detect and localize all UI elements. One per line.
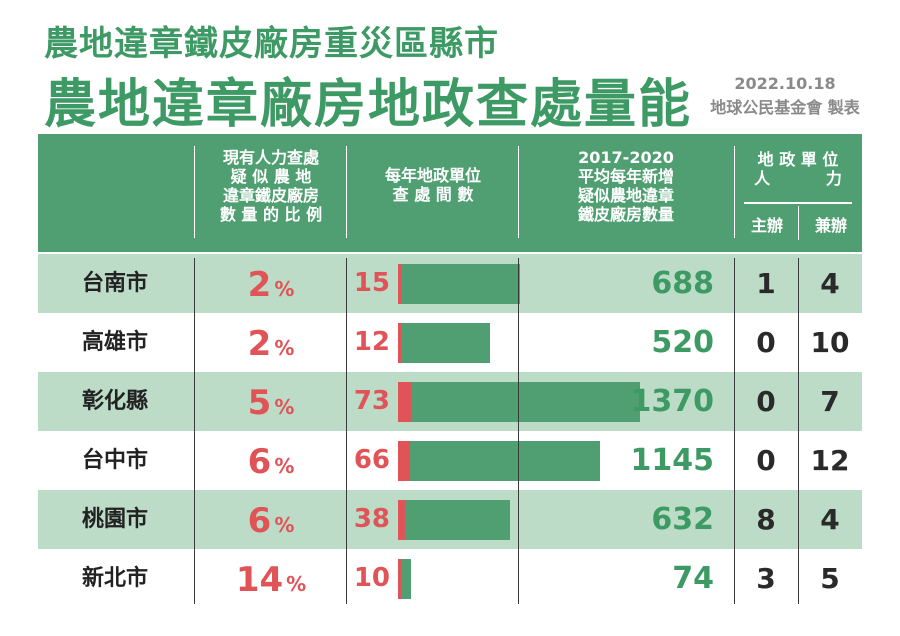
header-column-divider xyxy=(518,146,519,238)
column-divider xyxy=(798,258,799,604)
city-label: 高雄市 xyxy=(81,330,148,355)
ratio-unit: % xyxy=(286,572,307,596)
city-label: 新北市 xyxy=(81,566,148,591)
ratio-value: 5% xyxy=(196,372,346,431)
staff-main-value: 0 xyxy=(756,385,776,418)
inspections-bar xyxy=(398,441,410,481)
factories-bar xyxy=(398,500,510,540)
inspections-value: 15 xyxy=(353,268,390,298)
factories-value: 1370 xyxy=(630,384,715,419)
inspections-value: 73 xyxy=(353,386,390,416)
ratio-value: 2% xyxy=(196,313,346,372)
factories-bar xyxy=(398,264,520,304)
ratio-unit: % xyxy=(274,513,295,537)
table-header xyxy=(38,134,862,252)
staff-sub-value: 12 xyxy=(810,444,850,477)
ratio-number: 6 xyxy=(247,501,272,541)
staff-sub-value: 10 xyxy=(810,326,850,359)
header-column-divider xyxy=(346,146,347,238)
chart-title: 農地違章廠房地政查處量能 xyxy=(44,75,693,135)
factories-value: 74 xyxy=(672,561,714,596)
credit-text: 地球公民基金會 製表 xyxy=(710,98,860,117)
meta-block: 2022.10.18 地球公民基金會 製表 xyxy=(690,72,880,120)
ratio-value: 14% xyxy=(196,549,346,608)
factories-value: 520 xyxy=(651,325,714,360)
ratio-value: 6% xyxy=(196,431,346,490)
ratio-unit: % xyxy=(274,336,295,360)
factories-bar xyxy=(398,559,412,599)
ratio-unit: % xyxy=(274,454,295,478)
header-factories: 2017-2020 平均每年新增 疑似農地違章 鐵皮廠房數量 xyxy=(577,148,674,224)
factories-bar xyxy=(398,441,601,481)
ratio-number: 2 xyxy=(247,324,272,364)
staff-sub-value: 4 xyxy=(820,503,840,536)
factories-value: 688 xyxy=(651,266,714,301)
factories-bar xyxy=(398,323,490,363)
column-divider xyxy=(194,258,195,604)
ratio-number: 14 xyxy=(235,560,284,600)
ratio-value: 2% xyxy=(196,254,346,313)
header-column-divider xyxy=(734,146,735,238)
column-divider xyxy=(346,258,347,604)
header-column-divider xyxy=(194,146,195,238)
inspections-value: 10 xyxy=(353,563,390,593)
factories-value: 632 xyxy=(651,502,714,537)
staff-main-value: 3 xyxy=(756,562,776,595)
ratio-value: 6% xyxy=(196,490,346,549)
publish-date: 2022.10.18 xyxy=(734,74,836,93)
inspections-value: 38 xyxy=(353,504,390,534)
city-label: 台中市 xyxy=(81,448,148,473)
inspections-bar xyxy=(398,500,405,540)
chart-subtitle: 農地違章鐵皮廠房重災區縣市 xyxy=(44,24,499,64)
ratio-unit: % xyxy=(274,277,295,301)
column-divider xyxy=(518,258,519,604)
ratio-number: 6 xyxy=(247,442,272,482)
ratio-number: 5 xyxy=(247,383,272,423)
header-staff-divider xyxy=(744,202,852,204)
city-label: 台南市 xyxy=(81,271,148,296)
header-column-divider xyxy=(798,206,799,240)
staff-sub-value: 7 xyxy=(820,385,840,418)
factories-value: 1145 xyxy=(630,443,715,478)
staff-main-value: 0 xyxy=(756,326,776,359)
header-staff-sub: 兼辦 xyxy=(814,216,847,235)
inspections-value: 66 xyxy=(353,445,390,475)
staff-main-value: 1 xyxy=(756,267,776,300)
ratio-number: 2 xyxy=(247,265,272,305)
staff-main-value: 8 xyxy=(756,503,776,536)
staff-sub-value: 4 xyxy=(820,267,840,300)
city-label: 彰化縣 xyxy=(81,389,148,414)
inspections-bar xyxy=(398,559,401,599)
header-inspections: 每年地政單位 查 處 間 數 xyxy=(384,166,481,204)
header-staff-main: 主辦 xyxy=(750,216,783,235)
header-ratio: 現有人力查處 疑 似 農 地 違章鐵皮廠房 數 量 的 比 例 xyxy=(219,148,323,224)
city-label: 桃園市 xyxy=(81,507,148,532)
staff-sub-value: 5 xyxy=(820,562,840,595)
factories-bar xyxy=(398,382,640,422)
inspections-bar xyxy=(398,323,401,363)
inspections-value: 12 xyxy=(353,327,390,357)
inspections-bar xyxy=(398,382,411,422)
header-staff: 地 政 單 位 人 力 xyxy=(754,150,842,188)
ratio-unit: % xyxy=(274,395,295,419)
inspections-bar xyxy=(398,264,401,304)
staff-main-value: 0 xyxy=(756,444,776,477)
column-divider xyxy=(734,258,735,604)
